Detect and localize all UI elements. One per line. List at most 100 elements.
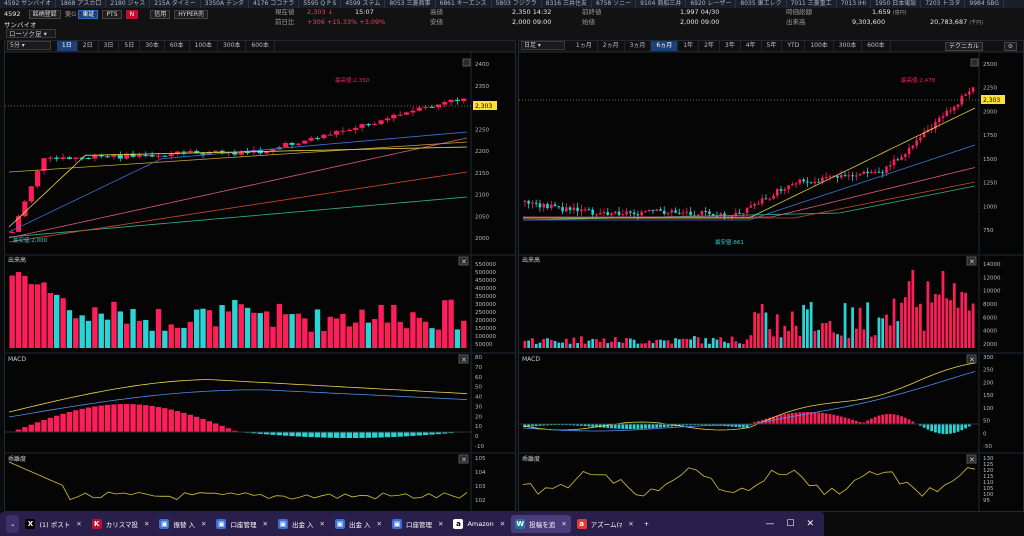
- close-tab-icon[interactable]: ✕: [76, 520, 82, 528]
- interval-select[interactable]: 5分 ▾: [7, 41, 51, 50]
- period-tab[interactable]: 6ヵ月: [651, 41, 679, 51]
- hyper-button[interactable]: HYPER売: [174, 10, 209, 19]
- browser-tab[interactable]: ▣ 口座管理 ✕: [388, 515, 447, 533]
- candle-body: [723, 213, 726, 217]
- candle-body: [700, 210, 704, 215]
- period-tab[interactable]: YTD: [782, 41, 806, 51]
- period-tab[interactable]: 1年: [678, 41, 700, 51]
- ticker-item[interactable]: 8035 東エレク: [736, 0, 787, 8]
- n-button[interactable]: N: [125, 10, 139, 19]
- close-tab-icon[interactable]: ✕: [319, 520, 325, 528]
- settings-icon[interactable]: ⚙: [1003, 42, 1017, 51]
- close-tab-icon[interactable]: ✕: [561, 520, 567, 528]
- ticker-item[interactable]: 7011 三菱重工: [787, 0, 837, 8]
- ticker-item[interactable]: 3350A テンダ: [201, 0, 250, 8]
- period-tab[interactable]: 3日: [99, 41, 120, 51]
- browser-tab[interactable]: ▣ 振替 入 ✕: [155, 515, 210, 533]
- period-tab[interactable]: 5日: [119, 41, 141, 51]
- period-tab[interactable]: 300本: [834, 41, 863, 51]
- volume-bar: [700, 343, 704, 348]
- new-tab-button[interactable]: +: [643, 520, 650, 528]
- period-tab[interactable]: 300本: [218, 41, 247, 51]
- macd-histogram-bar: [378, 432, 384, 438]
- ticker-item[interactable]: 5803 フジクラ: [492, 0, 542, 8]
- ticker-item[interactable]: 6920 レーザー: [686, 0, 737, 8]
- daily-interval-select[interactable]: 日足 ▾: [521, 41, 565, 50]
- candle-body: [595, 214, 598, 216]
- period-tab[interactable]: 100本: [805, 41, 834, 51]
- high-label: 高値: [430, 8, 443, 16]
- volume-bar: [632, 339, 636, 348]
- period-tab[interactable]: 100本: [190, 41, 218, 51]
- macd-histogram-bar: [333, 432, 340, 438]
- browser-tab[interactable]: X (1) ポスト ✕: [21, 515, 85, 533]
- macd-histogram-bar: [41, 420, 47, 432]
- browser-tab[interactable]: ▣ 出金 入 ✕: [274, 515, 329, 533]
- close-window-button[interactable]: ✕: [806, 519, 814, 529]
- ticker-item[interactable]: 4599 ステム: [341, 0, 386, 8]
- period-tab[interactable]: 1ヵ月: [571, 41, 598, 51]
- ticker-item[interactable]: 7203 トヨタ: [921, 0, 966, 8]
- minimize-button[interactable]: —: [765, 519, 775, 529]
- ticker-item[interactable]: 1950 日本電設: [871, 0, 922, 8]
- close-tab-icon[interactable]: ✕: [628, 520, 634, 528]
- period-tab[interactable]: 2ヵ月: [598, 41, 625, 51]
- period-tab[interactable]: 60本: [165, 41, 190, 51]
- period-tab[interactable]: 3ヵ月: [625, 41, 652, 51]
- ticker-item[interactable]: 6758 ソニー: [592, 0, 637, 8]
- close-tab-icon[interactable]: ✕: [438, 520, 444, 528]
- credit-button[interactable]: 信用: [150, 10, 171, 19]
- close-tab-icon[interactable]: ✕: [376, 520, 382, 528]
- candle-body: [111, 154, 117, 157]
- chart-type-select[interactable]: ローソク足 ▾: [6, 29, 56, 38]
- ticker-item[interactable]: 4176 ココナラ: [249, 0, 300, 8]
- exchange-button[interactable]: 東証: [78, 10, 99, 19]
- technical-button[interactable]: テクニカル: [944, 42, 983, 51]
- ticker-item[interactable]: 1868 アスカ口: [56, 0, 107, 8]
- browser-tab[interactable]: K カリスマ投 ✕: [88, 515, 154, 533]
- axis-tick-label: 125: [983, 462, 994, 468]
- period-tab[interactable]: 600本: [862, 41, 891, 51]
- maximize-button[interactable]: ☐: [786, 519, 795, 529]
- browser-tab[interactable]: W 投稿を追 ✕: [511, 515, 571, 533]
- period-tab[interactable]: 3年: [720, 41, 741, 51]
- ticker-item[interactable]: 2180 ジャス: [106, 0, 151, 8]
- ticker-item[interactable]: 6861 キーエンス: [436, 0, 492, 8]
- period-tab[interactable]: 4年: [741, 41, 762, 51]
- macd-histogram-bar: [964, 424, 967, 429]
- ticker-item[interactable]: 215A タイミー: [150, 0, 201, 8]
- ticker-item[interactable]: 8316 三井住友: [542, 0, 592, 8]
- period-tab[interactable]: 2年: [699, 41, 720, 51]
- browser-tab[interactable]: ▣ 口座管理 ✕: [212, 515, 271, 533]
- period-tab[interactable]: 2日: [78, 41, 99, 51]
- ticker-item[interactable]: 9984 SBG: [965, 0, 1005, 8]
- close-tab-icon[interactable]: ✕: [144, 520, 150, 528]
- psy-close-icon-glyph: ✕: [461, 456, 467, 464]
- close-tab-icon[interactable]: ✕: [499, 520, 506, 528]
- browser-tab[interactable]: ▣ 出金 入 ✕: [331, 515, 386, 533]
- close-tab-icon[interactable]: ✕: [201, 520, 207, 528]
- period-tab[interactable]: 600本: [246, 41, 275, 51]
- ticker-item[interactable]: 7013 IHI: [837, 0, 872, 8]
- browser-tab[interactable]: a アズーム(ﾏ ✕: [573, 515, 638, 533]
- volume-bar: [22, 275, 28, 348]
- watchlist-button[interactable]: 銘柄登録: [28, 10, 61, 19]
- macd-histogram-bar: [353, 432, 359, 438]
- tab-menu-button[interactable]: ⌄: [6, 515, 20, 533]
- macd-histogram-bar: [824, 413, 828, 424]
- period-tab[interactable]: 30本: [140, 41, 165, 51]
- ticker-item[interactable]: 5595 Q P S: [299, 0, 342, 8]
- period-tab[interactable]: 1日: [56, 41, 78, 51]
- ticker-item[interactable]: 8053 三菱商事: [385, 0, 436, 8]
- volume-bar: [824, 322, 828, 348]
- pts-button[interactable]: PTS: [102, 10, 122, 19]
- ticker-item[interactable]: 9104 商船三井: [636, 0, 687, 8]
- macd-histogram-bar: [162, 408, 168, 432]
- period-tab[interactable]: 5年: [762, 41, 783, 51]
- ticker-strip[interactable]: 4592 サンバイオ 1868 アスカ口 2180 ジャス 215A タイミー 3350…: [0, 0, 1024, 8]
- close-tab-icon[interactable]: ✕: [262, 520, 268, 528]
- candle-body: [155, 155, 162, 157]
- ticker-item[interactable]: 4592 サンバイオ: [0, 0, 57, 8]
- browser-tab[interactable]: a Amazon ✕: [449, 515, 509, 533]
- candle-body: [429, 106, 435, 108]
